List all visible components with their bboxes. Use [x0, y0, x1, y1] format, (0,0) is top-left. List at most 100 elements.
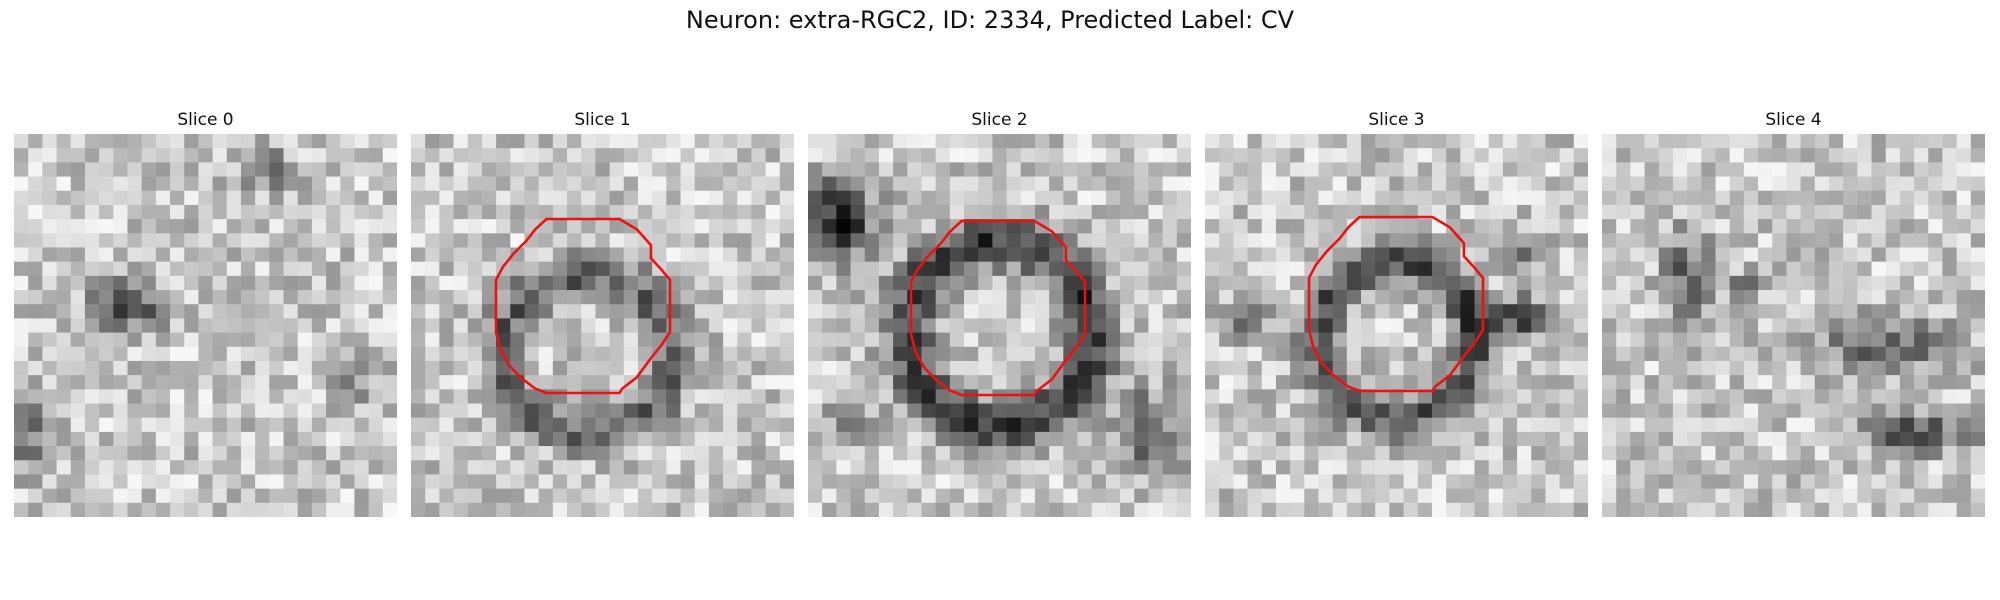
- image-pixel: [42, 290, 58, 305]
- image-pixel: [1899, 488, 1915, 504]
- image-pixel: [1630, 431, 1646, 447]
- image-pixel: [212, 190, 228, 206]
- image-pixel: [42, 219, 58, 234]
- image-pixel: [1105, 148, 1121, 163]
- image-pixel: [1290, 346, 1305, 362]
- image-pixel: [1361, 290, 1376, 305]
- image-pixel: [240, 389, 256, 405]
- image-pixel: [240, 261, 256, 277]
- image-pixel: [467, 148, 483, 163]
- image-pixel: [425, 134, 440, 149]
- image-pixel: [992, 233, 1008, 248]
- image-pixel: [1332, 233, 1348, 248]
- image-pixel: [1814, 275, 1830, 291]
- image-pixel: [439, 190, 455, 206]
- image-pixel: [708, 134, 724, 149]
- image-pixel: [1672, 204, 1688, 220]
- image-pixel: [354, 332, 370, 348]
- image-pixel: [1658, 204, 1674, 220]
- image-pixel: [212, 275, 228, 291]
- image-pixel: [1942, 446, 1958, 461]
- image-pixel: [1105, 261, 1121, 277]
- image-pixel: [1743, 332, 1759, 348]
- image-pixel: [1772, 148, 1787, 163]
- image-pixel: [1346, 290, 1362, 305]
- image-pixel: [382, 204, 397, 220]
- image-pixel: [737, 460, 752, 475]
- image-pixel: [1672, 403, 1688, 419]
- image-pixel: [453, 134, 469, 149]
- image-pixel: [84, 204, 100, 220]
- image-pixel: [808, 375, 823, 390]
- image-pixel: [538, 332, 554, 348]
- image-pixel: [1389, 375, 1405, 390]
- image-pixel: [1899, 261, 1915, 277]
- image-pixel: [765, 389, 781, 405]
- image-pixel: [1105, 474, 1121, 490]
- image-pixel: [552, 247, 568, 263]
- image-pixel: [1956, 134, 1972, 149]
- image-pixel: [524, 431, 540, 447]
- image-pixel: [1772, 375, 1787, 390]
- image-pixel: [1488, 176, 1504, 192]
- image-pixel: [113, 247, 128, 263]
- image-pixel: [411, 275, 426, 291]
- image-pixel: [226, 318, 242, 334]
- image-pixel: [567, 403, 582, 419]
- image-pixel: [1403, 332, 1419, 348]
- image-pixel: [737, 318, 752, 334]
- image-pixel: [212, 204, 228, 220]
- image-pixel: [1701, 417, 1716, 433]
- slice-panel-3: Slice 3: [1205, 108, 1588, 517]
- image-pixel: [1786, 389, 1802, 405]
- image-pixel: [510, 375, 525, 390]
- image-pixel: [1375, 148, 1390, 163]
- image-pixel: [1899, 403, 1915, 419]
- image-pixel: [255, 162, 270, 178]
- image-pixel: [1247, 318, 1263, 334]
- image-pixel: [1573, 417, 1588, 433]
- image-pixel: [694, 134, 710, 149]
- image-pixel: [779, 446, 794, 461]
- image-pixel: [70, 474, 86, 490]
- image-pixel: [1290, 134, 1305, 149]
- image-pixel: [1162, 474, 1178, 490]
- image-pixel: [1899, 318, 1915, 334]
- image-pixel: [1006, 360, 1022, 376]
- image-pixel: [1772, 204, 1787, 220]
- image-pixel: [1332, 389, 1348, 405]
- image-pixel: [779, 346, 794, 362]
- image-pixel: [1290, 460, 1305, 475]
- image-pixel: [992, 417, 1008, 433]
- image-pixel: [1148, 261, 1164, 277]
- image-pixel: [1205, 460, 1220, 475]
- image-pixel: [255, 261, 270, 277]
- image-pixel: [1970, 176, 1985, 192]
- image-pixel: [425, 346, 440, 362]
- image-pixel: [42, 204, 58, 220]
- image-pixel: [1389, 233, 1405, 248]
- image-pixel: [1885, 190, 1901, 206]
- image-pixel: [907, 190, 922, 206]
- image-pixel: [1034, 417, 1050, 433]
- image-pixel: [1743, 134, 1759, 149]
- image-pixel: [1559, 332, 1575, 348]
- image-pixel: [1148, 431, 1164, 447]
- image-pixel: [1743, 360, 1759, 376]
- image-pixel: [1871, 431, 1887, 447]
- image-pixel: [467, 318, 483, 334]
- image-pixel: [680, 247, 696, 263]
- image-pixel: [340, 190, 355, 206]
- image-pixel: [921, 389, 937, 405]
- image-pixel: [1871, 204, 1887, 220]
- image-pixel: [1928, 162, 1943, 178]
- image-pixel: [595, 261, 611, 277]
- image-pixel: [1488, 346, 1504, 362]
- image-pixel: [680, 502, 696, 517]
- image-pixel: [949, 176, 965, 192]
- image-pixel: [737, 431, 752, 447]
- image-pixel: [1743, 219, 1759, 234]
- image-pixel: [1658, 290, 1674, 305]
- image-pixel: [935, 204, 951, 220]
- image-pixel: [1474, 219, 1490, 234]
